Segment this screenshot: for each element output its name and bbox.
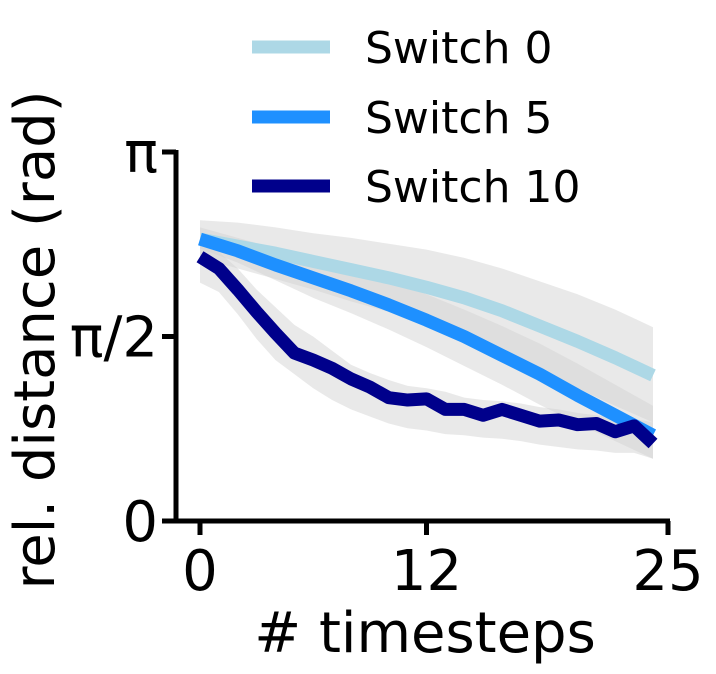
legend-label-3: Switch 10 (365, 162, 580, 213)
series-lines (196, 232, 658, 449)
series-line-2 (198, 232, 657, 442)
y-tick-label: π/2 (70, 305, 158, 370)
y-tick-label: π (124, 121, 158, 186)
x-tick-label: 12 (391, 539, 462, 604)
y-axis-title: rel. distance (rad) (3, 90, 68, 589)
legend: Switch 0 Switch 5 Switch 10 (252, 23, 580, 213)
y-tick-label: 0 (122, 490, 158, 555)
x-tick-label: 0 (182, 539, 218, 604)
x-axis-title: # timesteps (254, 601, 596, 666)
band-2 (200, 227, 653, 459)
x-tick-label: 25 (632, 539, 703, 604)
axes: 0 π/2 π 0 12 25 (70, 121, 704, 604)
x-ticks: 0 12 25 (182, 521, 704, 604)
series-line-1 (198, 232, 656, 382)
legend-label-2: Switch 5 (365, 93, 552, 144)
series-line-3 (196, 251, 658, 449)
y-ticks: 0 π/2 π (70, 121, 176, 555)
legend-label-1: Switch 0 (365, 23, 552, 74)
